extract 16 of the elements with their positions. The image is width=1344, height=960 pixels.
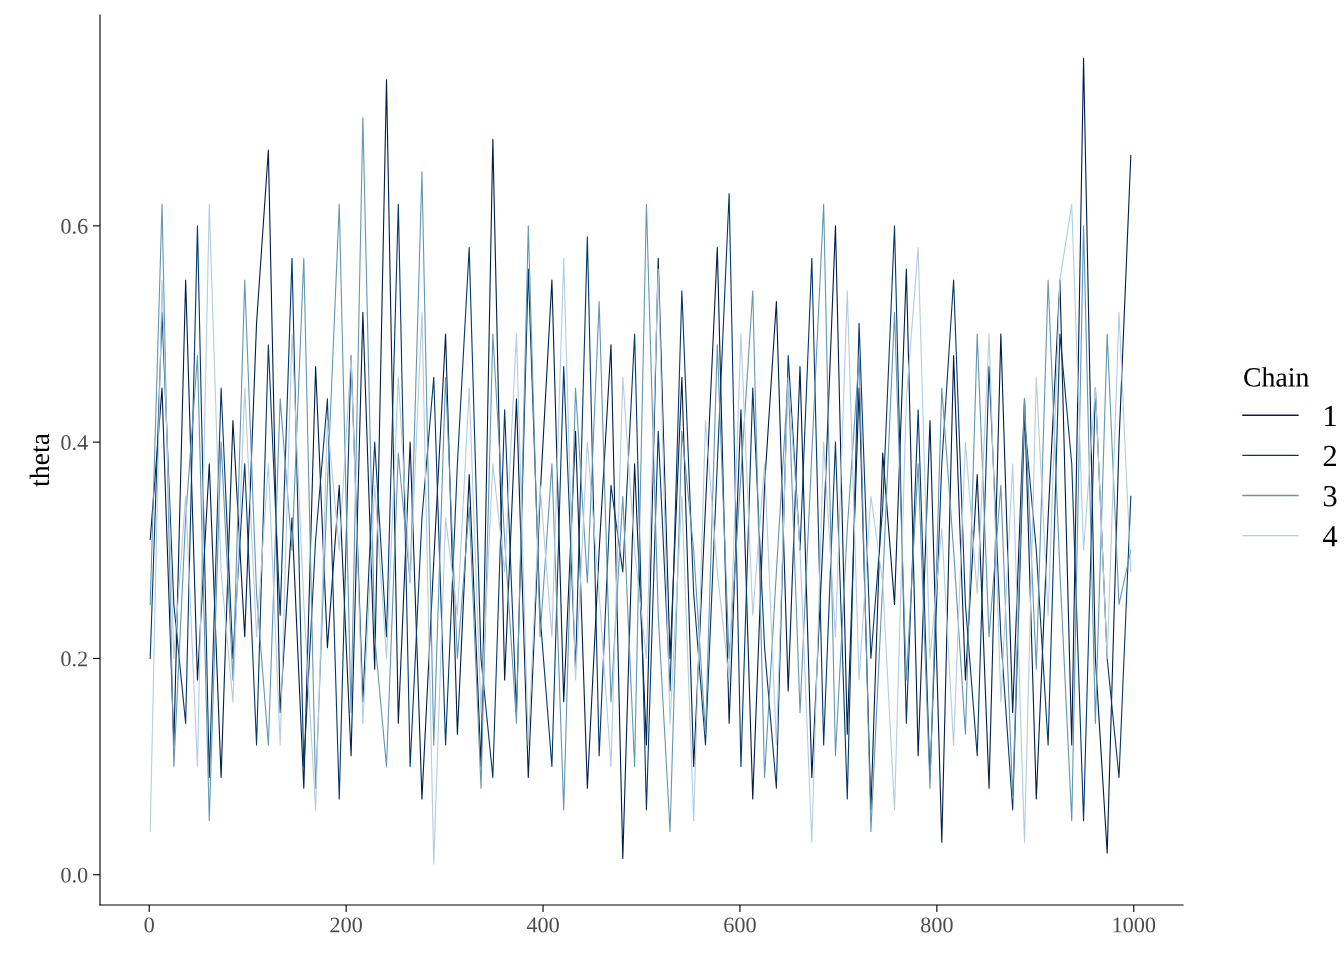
- y-tick-label: 0.6: [61, 218, 88, 234]
- legend-title: Chain: [1244, 367, 1309, 387]
- legend-label: 2: [1323, 445, 1337, 467]
- y-axis-title: theta: [29, 433, 50, 487]
- y-tick-label: 0.4: [61, 435, 88, 451]
- x-tick-label: 200: [330, 917, 362, 933]
- legend-label: 1: [1325, 405, 1336, 426]
- y-tick-label: 0.2: [61, 651, 87, 667]
- y-tick-label: 0.0: [61, 867, 88, 883]
- legend-label: 3: [1323, 485, 1337, 507]
- x-tick-label: 1000: [1113, 917, 1156, 933]
- x-tick-label: 0: [144, 917, 154, 933]
- legend-label: 4: [1323, 526, 1338, 547]
- x-tick-label: 600: [724, 917, 756, 933]
- x-tick-label: 400: [526, 917, 559, 933]
- x-tick-label: 800: [921, 917, 953, 933]
